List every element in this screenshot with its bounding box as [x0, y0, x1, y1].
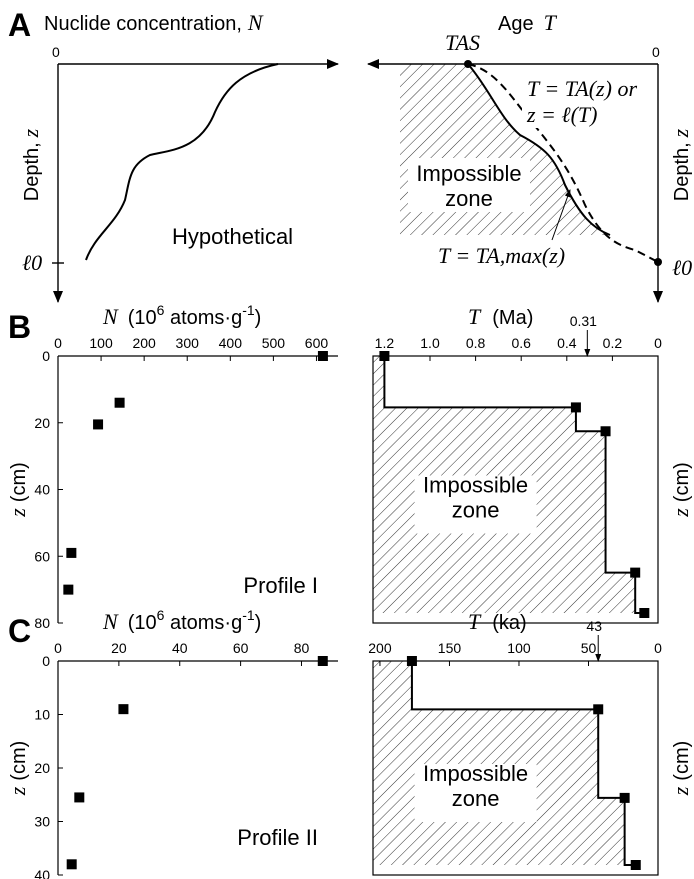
panel-b-right-zone-label-line-1: Impossible	[423, 473, 528, 498]
panel-c-right-zone-label-line-1: Impossible	[423, 761, 528, 786]
panel-c-right-data-point	[406, 656, 417, 666]
panel-a-left-title: Nuclide concentration, N	[44, 10, 264, 35]
panel-a-curve-label-2: z = ℓ(T)	[526, 102, 597, 127]
panel-a-ell0-point	[654, 258, 662, 266]
panel-b-right-x-tick-label: 0.2	[603, 335, 623, 351]
panel-a-zone-label-bg	[408, 158, 530, 212]
panel-c-right-arrow-label: 43	[586, 618, 602, 634]
panel-c-right-title: T (ka)	[468, 609, 527, 634]
panel-b-right-data-point	[639, 608, 650, 618]
panel-b-right-title: T (Ma)	[468, 304, 533, 329]
panel-a-right-title: Age T	[498, 10, 558, 35]
panel-c-left-data-point	[118, 704, 129, 715]
panel-b-right-y-label: z(cm)	[668, 462, 693, 518]
panel-b-left-y-tick-label: 40	[34, 482, 50, 498]
panel-b-left-data-point	[63, 584, 74, 595]
panel-c-right-x-tick-label: 0	[654, 640, 662, 656]
panel-c-right-data-point	[593, 704, 604, 715]
panel-a-ta-curve	[467, 63, 659, 263]
panel-b-left-title: N (106 atoms·g-1)	[102, 302, 261, 329]
panel-letter-c: C	[8, 613, 31, 649]
panel-b-left-x-tick-label: 100	[89, 335, 113, 351]
panel-b-right-x-tick-label: 0.4	[557, 335, 577, 351]
panel-a-zone-label-1: Impossible	[416, 161, 521, 186]
panel-a-hypothetical-curve	[85, 63, 279, 261]
panel-a-tmax-curve	[467, 63, 611, 236]
panel-c-left-y-tick-label: 20	[34, 760, 50, 776]
panel-b-left-y-tick-label: 0	[42, 348, 50, 364]
panel-c-left-y-tick-label: 40	[34, 867, 50, 879]
panel-b-right-x-tick-label: 0.6	[511, 335, 531, 351]
panel-c-right-x-tick-label: 50	[581, 640, 597, 656]
panel-a-left-zero: 0	[52, 44, 60, 60]
panel-b-right-zone-label-bg	[414, 475, 537, 534]
panel-a-zone-label-2: zone	[445, 186, 493, 211]
panel-c-left-y-label: z(cm)	[5, 741, 30, 797]
panel-c-left-x-tick-label: 80	[294, 640, 310, 656]
panel-b-left-x-tick-label: 0	[54, 335, 62, 351]
panel-c-right-data-point	[619, 792, 630, 803]
panel-c-left-x-tick-label: 60	[233, 640, 249, 656]
panel-b-right-zone-label-line-2: zone	[452, 498, 500, 523]
panel-a: A Nuclide concentration, N 0 Depth,z ℓ0 H…	[8, 7, 693, 303]
panel-b-left-x-tick-label: 300	[176, 335, 200, 351]
panel-c-right-x-tick-label: 200	[368, 640, 392, 656]
panel-b-right-x-tick-label: 0	[654, 335, 662, 351]
panel-a-curve-label-bg	[522, 76, 654, 128]
panel-a-left-ell0: ℓ0	[22, 250, 42, 275]
panel-b-left-data-point	[114, 397, 125, 408]
panel-c-left-x-tick-label: 0	[54, 640, 62, 656]
panel-c-left-profile-label: Profile II	[237, 825, 318, 850]
panel-a-tmax-pointer	[551, 189, 571, 241]
panel-b-left-data-point	[317, 351, 328, 361]
panel-a-right-depth-label: Depth,z	[668, 128, 693, 201]
panel-a-right-zero: 0	[652, 44, 660, 60]
panel-a-hypothetical-label: Hypothetical	[172, 224, 293, 249]
panel-c-right-data-point	[630, 860, 641, 870]
panel-c-right-x-tick-label: 100	[507, 640, 531, 656]
panel-c-right-zone-label-line-2: zone	[452, 786, 500, 811]
panel-c-left-y-tick-label: 0	[42, 653, 50, 669]
panel-b-left-y-tick-label: 20	[34, 415, 50, 431]
panel-b-right-data-point	[570, 402, 581, 413]
panel-b-left-x-tick-label: 400	[219, 335, 243, 351]
panel-c-left-title: N (106 atoms·g-1)	[102, 607, 261, 634]
panel-b-right-arrow-label: 0.31	[570, 313, 597, 329]
panel-a-tas-point	[464, 60, 472, 68]
panel-b-right-x-tick-label: 0.8	[466, 335, 486, 351]
panel-a-curve-label-1: T = TA(z) or	[527, 76, 637, 101]
panel-c-left-data-point	[317, 656, 328, 666]
panel-b-left-x-tick-label: 200	[132, 335, 156, 351]
panel-a-tas-label: TAS	[445, 30, 480, 55]
panel-b-left-y-tick-label: 60	[34, 548, 50, 564]
panel-b-left-profile-label: Profile I	[243, 573, 318, 598]
panel-b-right-x-tick-label: 1.2	[375, 335, 395, 351]
panel-b-left-y-tick-label: 80	[34, 615, 50, 631]
panel-b-left-y-label: z(cm)	[5, 462, 30, 518]
panel-c-left-x-tick-label: 20	[111, 640, 127, 656]
panel-b-left-x-tick-label: 600	[305, 335, 329, 351]
panel-b-left-x-tick-label: 500	[262, 335, 286, 351]
panel-letter-a: A	[8, 7, 31, 43]
panel-c-right-step-line	[410, 661, 636, 866]
panel-c-left-y-tick-label: 10	[34, 707, 50, 723]
panel-c-right-x-tick-label: 150	[438, 640, 462, 656]
panel-c-left-data-point	[66, 859, 77, 870]
panel-a-left-depth-label: Depth,z	[18, 128, 43, 201]
panel-a-tmax-label: T = TA,max(z)	[438, 243, 565, 268]
panel-b-left-data-point	[93, 419, 104, 430]
panel-b-left-data-point	[66, 547, 77, 558]
panel-c-left-y-tick-label: 30	[34, 814, 50, 830]
panel-c-left-x-tick-label: 40	[172, 640, 188, 656]
panel-b-right-data-point	[600, 426, 611, 437]
panel-c-left-data-point	[74, 792, 85, 803]
panel-b-right-data-point	[630, 567, 641, 578]
panel-c-right-y-label: z(cm)	[668, 741, 693, 797]
panel-c-right-zone-label-bg	[414, 764, 537, 822]
panel-b-right-x-tick-label: 1.0	[420, 335, 440, 351]
panel-letter-b: B	[8, 309, 31, 345]
panel-a-right-ell0: ℓ0	[672, 255, 692, 280]
